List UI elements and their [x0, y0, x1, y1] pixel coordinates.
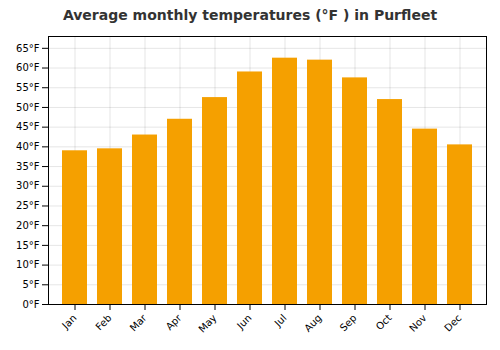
svg-text:Jul: Jul: [272, 312, 289, 329]
svg-text:15°F: 15°F: [16, 240, 40, 251]
svg-text:Nov: Nov: [407, 312, 429, 334]
svg-text:Feb: Feb: [93, 312, 113, 332]
svg-text:30°F: 30°F: [16, 180, 40, 191]
svg-text:25°F: 25°F: [16, 200, 40, 211]
svg-text:35°F: 35°F: [16, 161, 40, 172]
svg-text:55°F: 55°F: [16, 82, 40, 93]
svg-text:50°F: 50°F: [16, 102, 40, 113]
svg-text:5°F: 5°F: [22, 279, 39, 290]
svg-text:Sep: Sep: [338, 312, 359, 333]
svg-text:Dec: Dec: [442, 312, 463, 333]
svg-text:Jun: Jun: [234, 312, 254, 332]
svg-text:0°F: 0°F: [22, 299, 39, 310]
svg-text:45°F: 45°F: [16, 121, 40, 132]
svg-text:Mar: Mar: [128, 312, 150, 334]
svg-text:Apr: Apr: [164, 312, 185, 333]
svg-text:60°F: 60°F: [16, 62, 40, 73]
svg-text:Oct: Oct: [374, 312, 394, 332]
svg-text:May: May: [196, 312, 218, 334]
svg-text:Jan: Jan: [59, 312, 78, 331]
svg-text:20°F: 20°F: [16, 220, 40, 231]
svg-text:Aug: Aug: [302, 312, 324, 334]
html-text:Average monthly temperatures (: Average monthly temperatures (°F ) in Pu…: [62, 7, 438, 23]
svg-text:40°F: 40°F: [16, 141, 40, 152]
svg-text:10°F: 10°F: [16, 259, 40, 270]
svg-text:65°F: 65°F: [16, 43, 40, 54]
